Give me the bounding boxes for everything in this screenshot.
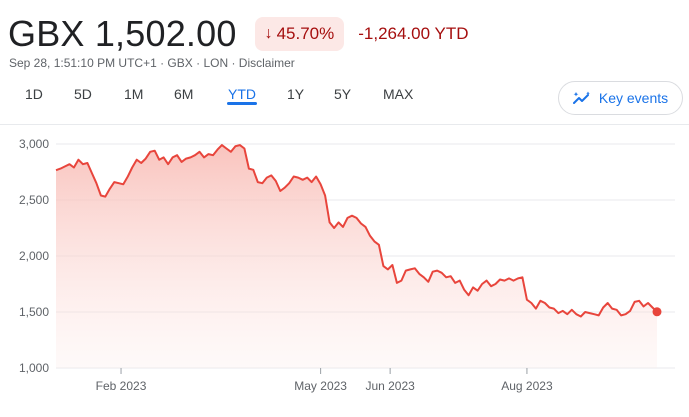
y-tick-label: 1,000 [19,361,49,375]
price-line [55,144,658,318]
meta-sep: · [192,56,204,70]
range-tab-max[interactable]: MAX [383,86,414,102]
range-tab-1d[interactable]: 1D [25,86,43,102]
key-events-button[interactable]: Key events [558,81,683,115]
trend-sparkle-icon [572,91,590,104]
y-tick-label: 1,500 [19,305,49,319]
arrow-down-icon: ↓ [264,25,273,42]
range-tab-1y[interactable]: 1Y [287,86,305,102]
x-axis: Feb 2023 May 2023 Jun 2023 Aug 2023 [96,368,553,393]
percent-change-badge: ↓ 45.70% [254,17,345,51]
x-tick-label: May 2023 [294,379,347,393]
disclaimer-link[interactable]: Disclaimer [238,56,295,70]
y-axis: 1,000 1,500 2,000 2,500 3,000 [19,137,49,375]
absolute-change: -1,264.00 YTD [358,24,469,43]
price-row: GBX 1,502.00 ↓ 45.70% -1,264.00 YTD [8,12,469,56]
current-price: GBX 1,502.00 [8,13,237,54]
meta-sep: · [156,56,168,70]
y-tick-label: 2,500 [19,193,49,207]
currency-label: GBX [167,56,193,70]
range-tab-5d[interactable]: 5D [74,86,92,102]
range-tab-5y[interactable]: 5Y [334,86,352,102]
price-area [56,145,657,368]
x-tick-label: Feb 2023 [96,379,147,393]
range-tab-6m[interactable]: 6M [174,86,194,102]
range-tab-ytd[interactable]: YTD [227,86,257,105]
last-price-point [652,307,662,317]
percent-change-value: 45.70% [276,24,335,43]
x-tick-label: Aug 2023 [501,379,553,393]
timestamp: Sep 28, 1:51:10 PM UTC+1 [9,56,157,70]
x-tick-label: Jun 2023 [365,379,415,393]
exchange-label: LON [203,56,229,70]
range-tab-1m[interactable]: 1M [124,86,144,102]
price-metadata: Sep 28, 1:51:10 PM UTC+1 · GBX · LON · D… [9,56,295,70]
y-tick-label: 2,000 [19,249,49,263]
y-tick-label: 3,000 [19,137,49,151]
meta-sep: · [228,56,239,70]
key-events-label: Key events [598,90,669,106]
header-divider [0,124,689,125]
